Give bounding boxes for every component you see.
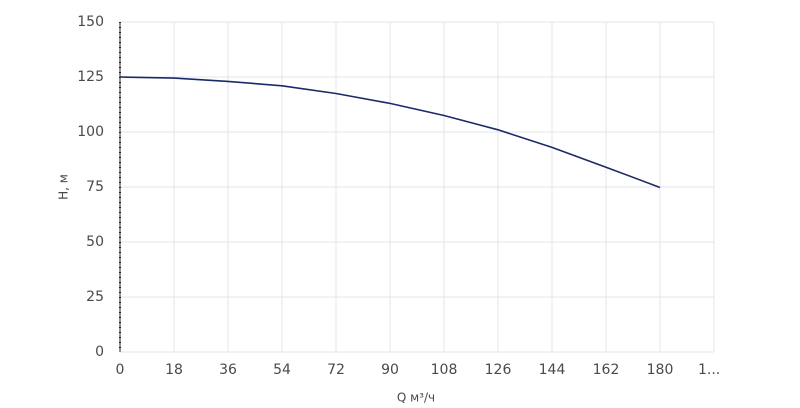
x-tick-label: 72 bbox=[327, 362, 345, 378]
y-tick-label: 75 bbox=[86, 179, 104, 195]
x-tick-label: 162 bbox=[593, 362, 620, 378]
x-tick-label: 108 bbox=[431, 362, 458, 378]
x-tick-label: 180 bbox=[647, 362, 674, 378]
x-tick-label: 36 bbox=[219, 362, 237, 378]
x-tick-label: 18 bbox=[165, 362, 183, 378]
x-tick-label: 1... bbox=[698, 362, 720, 378]
y-tick-label: 100 bbox=[77, 124, 104, 140]
y-tick-label: 0 bbox=[95, 344, 104, 360]
y-axis-label: H, м bbox=[57, 174, 71, 200]
y-tick-label: 125 bbox=[77, 69, 104, 85]
x-tick-label: 126 bbox=[485, 362, 512, 378]
y-tick-label: 25 bbox=[86, 289, 104, 305]
x-axis-label: Q м³/ч bbox=[397, 391, 435, 405]
x-tick-label: 90 bbox=[381, 362, 399, 378]
x-tick-label: 144 bbox=[539, 362, 566, 378]
y-tick-label: 150 bbox=[77, 14, 104, 30]
x-tick-label: 54 bbox=[273, 362, 291, 378]
y-tick-label: 50 bbox=[86, 234, 104, 250]
line-series bbox=[119, 76, 661, 189]
x-tick-label: 0 bbox=[116, 362, 125, 378]
